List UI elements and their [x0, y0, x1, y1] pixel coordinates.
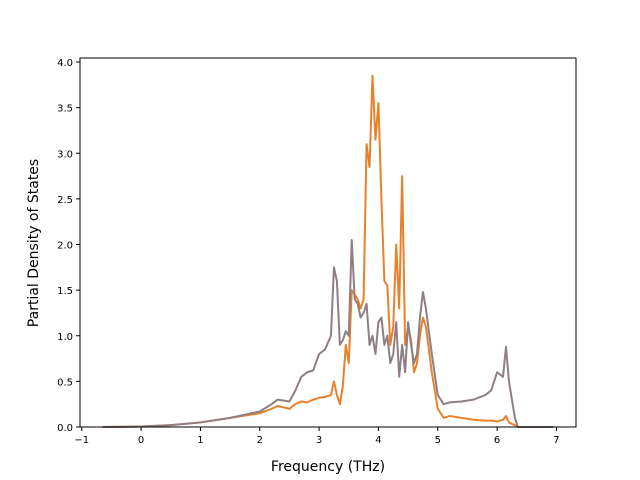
x-tick-label: 7	[553, 435, 559, 446]
series-line	[102, 238, 554, 428]
y-tick-label: 0.5	[57, 377, 73, 388]
x-tick-label: −1	[74, 435, 89, 446]
y-tick-label: 1.0	[57, 332, 73, 343]
plot-frame	[79, 57, 577, 428]
y-tick-label: 3.5	[57, 104, 73, 115]
x-tick-label: 4	[375, 435, 381, 446]
y-axis-title: Partial Density of States	[26, 159, 42, 327]
x-tick-label: 1	[197, 435, 203, 446]
x-tick-label: 2	[257, 435, 263, 446]
series-line	[102, 74, 554, 428]
x-axis-title: Frequency (THz)	[271, 459, 385, 475]
y-tick-label: 2.0	[57, 241, 73, 252]
y-tick-label: 4.0	[57, 58, 73, 69]
x-tick-label: 6	[494, 435, 500, 446]
y-tick-label: 1.5	[57, 286, 73, 297]
y-tick-label: 3.0	[57, 149, 73, 160]
y-tick-label: 0.0	[57, 423, 73, 434]
x-tick-label: 0	[138, 435, 144, 446]
x-tick-label: 3	[316, 435, 322, 446]
y-tick-label: 2.5	[57, 195, 73, 206]
x-tick-label: 5	[435, 435, 441, 446]
